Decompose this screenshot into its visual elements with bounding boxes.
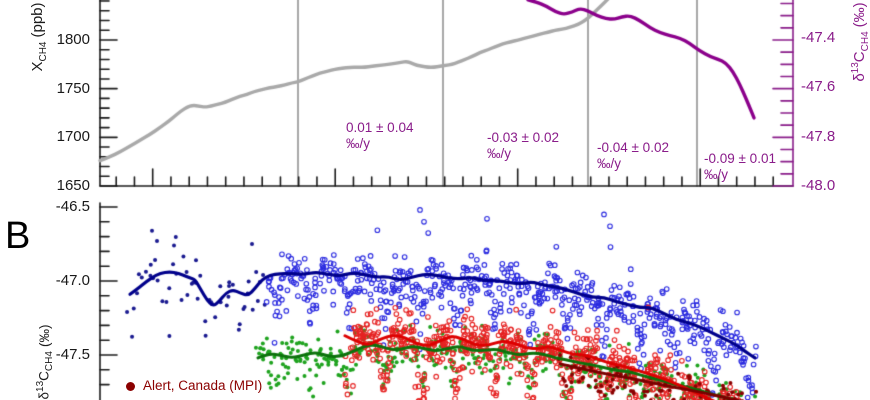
chart-canvas — [0, 0, 870, 400]
methane-isotope-figure: 1800 1750 1700 1650 XCH4(ppb) -47.4 -47.… — [0, 0, 870, 400]
